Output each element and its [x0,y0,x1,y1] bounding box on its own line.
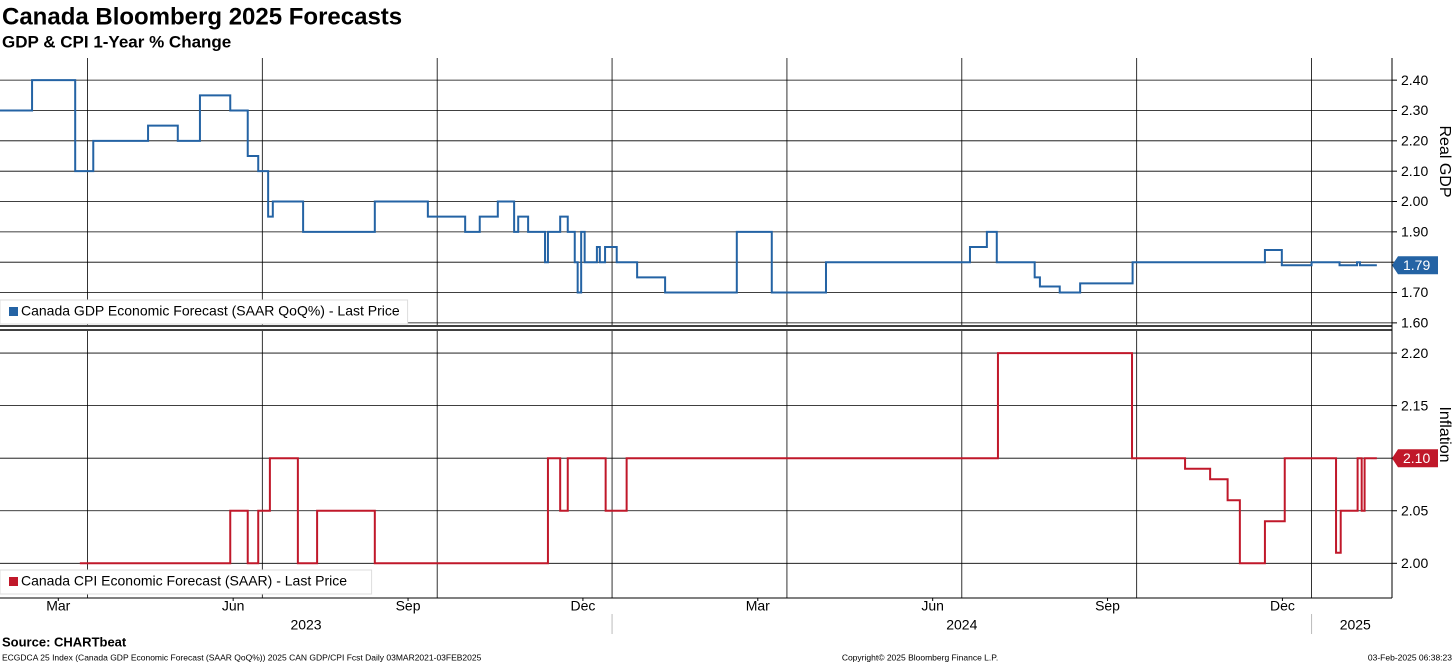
x-tick-label: Sep [396,598,421,614]
y-tick-label: 2.00 [1401,193,1428,209]
last-price-label: 1.79 [1403,257,1430,273]
y-tick-label: 2.20 [1401,345,1428,361]
last-price-pointer [1392,256,1438,275]
legend-box [0,569,373,595]
x-tick-label: Mar [746,598,770,614]
footer-right: 03-Feb-2025 06:38:23 [1368,652,1452,662]
year-label: 2025 [1340,617,1371,633]
chart-title: Canada Bloomberg 2025 Forecasts [2,3,402,30]
plots: 1.601.701.801.902.002.102.202.302.40Real… [0,58,1453,634]
y-tick-label: 1.70 [1401,284,1428,300]
legend-label: Canada CPI Economic Forecast (SAAR) - La… [21,573,347,589]
x-tick-label: Dec [1270,598,1295,614]
y-tick-label: 2.05 [1401,502,1428,518]
y-tick-label: 1.90 [1401,224,1428,240]
chart-subtitle: GDP & CPI 1-Year % Change [2,32,231,51]
legend-swatch [9,577,18,586]
legend-box [0,299,409,325]
footer-left: ECGDCA 25 Index (Canada GDP Economic For… [2,652,482,662]
series-line [79,352,1377,565]
x-tick-label: Jun [921,598,944,614]
y-tick-label: 2.00 [1401,555,1428,571]
last-price-label: 2.10 [1403,450,1430,466]
source: Source: CHARTbeat [2,634,127,649]
y-tick-label: 2.20 [1401,133,1428,149]
year-label: 2024 [946,617,977,633]
y-tick-label: 2.40 [1401,72,1428,88]
footer-center: Copyright© 2025 Bloomberg Finance L.P. [842,652,998,662]
y-axis-title: Real GDP [1436,125,1453,197]
last-price-pointer [1392,449,1438,468]
y-axis-title: Inflation [1436,406,1453,462]
series-line [0,79,1377,294]
y-tick-label: 2.15 [1401,397,1428,413]
legend-swatch [9,307,18,316]
x-tick-label: Sep [1095,598,1120,614]
year-label: 2023 [290,617,321,633]
y-tick-label: 2.10 [1401,163,1428,179]
x-tick-label: Dec [570,598,595,614]
legend-label: Canada GDP Economic Forecast (SAAR QoQ%)… [21,303,400,319]
x-tick-label: Jun [222,598,245,614]
y-tick-label: 1.60 [1401,315,1428,331]
y-tick-label: 2.30 [1401,102,1428,118]
x-tick-label: Mar [46,598,70,614]
